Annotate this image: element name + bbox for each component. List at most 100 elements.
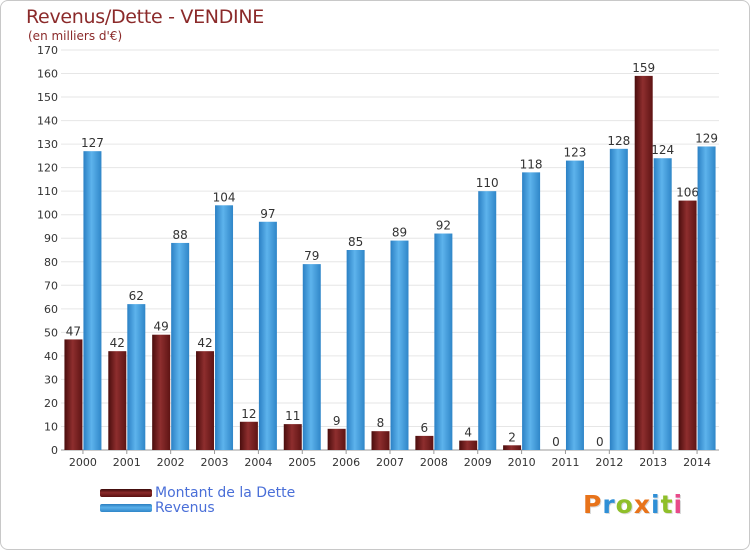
y-tick-label: 100 xyxy=(37,209,58,222)
y-tick-label: 170 xyxy=(37,44,58,57)
y-tick-label: 120 xyxy=(37,162,58,175)
x-tick-label: 2007 xyxy=(376,456,404,469)
logo-letter: i xyxy=(651,490,661,519)
data-label-revenus: 97 xyxy=(260,207,275,221)
data-label-dette: 2 xyxy=(508,430,516,444)
x-tick-label: 2014 xyxy=(683,456,711,469)
data-label-revenus: 118 xyxy=(520,157,543,171)
data-label-revenus: 88 xyxy=(173,228,188,242)
data-label-dette: 42 xyxy=(197,336,212,350)
x-tick-label: 2009 xyxy=(464,456,492,469)
data-label-revenus: 110 xyxy=(476,176,499,190)
legend-label-revenus: Revenus xyxy=(155,500,215,516)
y-tick-label: 130 xyxy=(37,138,58,151)
bar-revenus xyxy=(565,160,584,450)
data-label-dette: 42 xyxy=(110,336,125,350)
logo-letter: t xyxy=(660,490,674,519)
bar-dette xyxy=(371,431,390,450)
x-tick-label: 2001 xyxy=(113,456,141,469)
bar-revenus xyxy=(434,233,453,450)
data-label-dette: 9 xyxy=(333,414,341,428)
data-label-dette: 4 xyxy=(464,426,472,440)
data-label-dette: 6 xyxy=(421,421,429,435)
y-tick-label: 110 xyxy=(37,185,58,198)
data-label-revenus: 79 xyxy=(304,249,319,263)
x-tick-label: 2003 xyxy=(201,456,229,469)
bar-dette xyxy=(64,339,83,450)
y-tick-label: 0 xyxy=(51,444,58,457)
logo-letter: o xyxy=(615,490,634,519)
data-label-revenus: 124 xyxy=(651,143,674,157)
bar-dette xyxy=(239,421,258,450)
x-tick-label: 2006 xyxy=(332,456,360,469)
bar-revenus xyxy=(697,146,716,450)
logo-letter: r xyxy=(602,490,616,519)
data-label-revenus: 92 xyxy=(436,219,451,233)
y-tick-label: 20 xyxy=(44,397,58,410)
legend-label-dette: Montant de la Dette xyxy=(155,485,296,501)
data-label-revenus: 129 xyxy=(695,131,718,145)
bar-revenus xyxy=(127,304,146,450)
proxiti-logo: Proxiti xyxy=(583,490,683,519)
bar-revenus xyxy=(346,250,365,450)
data-label-revenus: 62 xyxy=(129,289,144,303)
y-tick-label: 150 xyxy=(37,91,58,104)
x-tick-label: 2008 xyxy=(420,456,448,469)
logo-letter: i xyxy=(673,490,684,519)
data-label-dette: 106 xyxy=(676,186,699,200)
logo-letter: P xyxy=(583,490,603,519)
data-label-dette: 8 xyxy=(377,416,385,430)
bar-revenus xyxy=(653,158,672,450)
x-tick-label: 2012 xyxy=(595,456,623,469)
bar-dette xyxy=(503,445,522,450)
bar-revenus xyxy=(478,191,497,451)
data-label-dette: 12 xyxy=(241,407,256,421)
y-tick-label: 90 xyxy=(44,232,58,245)
bar-dette xyxy=(678,200,697,450)
logo-letter: x xyxy=(633,490,651,519)
data-label-revenus: 85 xyxy=(348,235,363,249)
y-tick-label: 160 xyxy=(37,68,58,81)
bar-dette xyxy=(634,75,653,450)
x-tick-label: 2010 xyxy=(508,456,536,469)
bar-dette xyxy=(327,428,346,450)
data-label-revenus: 89 xyxy=(392,226,407,240)
bar-dette xyxy=(152,334,171,450)
y-tick-label: 60 xyxy=(44,303,58,316)
bar-revenus xyxy=(522,172,541,450)
bar-revenus xyxy=(390,240,409,450)
bar-dette xyxy=(108,351,127,450)
y-tick-label: 50 xyxy=(44,326,58,339)
data-label-dette: 47 xyxy=(66,324,81,338)
x-tick-label: 2013 xyxy=(639,456,667,469)
x-tick-label: 2005 xyxy=(288,456,316,469)
data-label-revenus: 104 xyxy=(213,190,236,204)
x-tick-label: 2011 xyxy=(551,456,579,469)
data-label-dette: 0 xyxy=(552,435,560,449)
x-tick-label: 2000 xyxy=(69,456,97,469)
bar-dette xyxy=(459,440,478,450)
bar-dette xyxy=(415,435,434,450)
bar-dette xyxy=(196,351,215,450)
y-tick-label: 80 xyxy=(44,256,58,269)
y-tick-label: 40 xyxy=(44,350,58,363)
data-label-dette: 159 xyxy=(632,61,655,75)
y-tick-label: 140 xyxy=(37,115,58,128)
data-label-dette: 49 xyxy=(154,320,169,334)
chart-subtitle: (en milliers d'€) xyxy=(28,29,123,43)
data-label-dette: 11 xyxy=(285,409,300,423)
bar-revenus xyxy=(215,205,234,450)
bar-revenus xyxy=(609,148,628,450)
x-tick-label: 2004 xyxy=(244,456,272,469)
data-label-revenus: 123 xyxy=(564,146,587,160)
bar-dette xyxy=(283,424,302,450)
data-label-revenus: 128 xyxy=(607,134,630,148)
chart-title: Revenus/Dette - VENDINE xyxy=(26,6,264,28)
y-tick-label: 70 xyxy=(44,279,58,292)
y-tick-label: 10 xyxy=(44,420,58,433)
bar-revenus xyxy=(83,151,102,451)
legend-swatch-dette xyxy=(100,489,152,497)
y-tick-label: 30 xyxy=(44,373,58,386)
bar-revenus xyxy=(171,242,190,450)
